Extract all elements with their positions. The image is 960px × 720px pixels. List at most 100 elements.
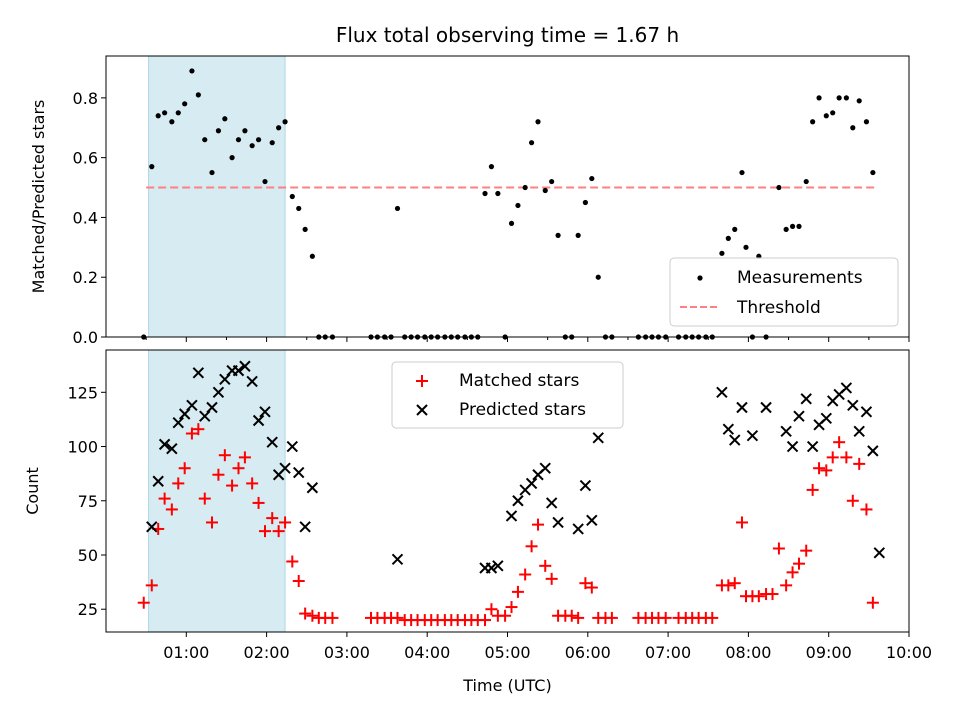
y-tick-label: 100 (67, 438, 98, 457)
measurement-point (162, 110, 168, 116)
predicted-star-point (505, 510, 518, 522)
measurement-point (209, 169, 215, 176)
measurement-point (222, 116, 228, 122)
predicted-star-point (293, 466, 305, 479)
matched-star-point (792, 557, 805, 570)
legend-label-matched: Matched stars (459, 371, 579, 391)
measurement-point (235, 137, 242, 143)
measurement-point (856, 98, 862, 104)
predicted-star-point (279, 462, 291, 474)
matched-star-point (137, 596, 150, 609)
legend-label-predicted: Predicted stars (459, 400, 586, 420)
measurement-point (725, 235, 731, 241)
matched-star-point (840, 451, 853, 464)
matched-star-point (728, 577, 741, 590)
matched-star-point (585, 581, 598, 594)
matched-star-point (178, 462, 191, 475)
matched-star-point (772, 542, 785, 555)
predicted-star-point (212, 386, 225, 399)
measurement-point (732, 226, 738, 232)
matched-star-point (205, 516, 218, 529)
matched-star-point (846, 494, 859, 507)
matched-star-point (659, 611, 672, 624)
legend-label-threshold: Threshold (736, 298, 821, 318)
x-tick-label: 02:00 (244, 643, 290, 662)
measurement-point (195, 92, 201, 98)
measurement-point (528, 140, 535, 146)
predicted-star-point (539, 462, 551, 474)
matched-star-point (258, 525, 271, 538)
measurement-point (796, 223, 802, 229)
matched-star-point (786, 566, 799, 579)
matched-star-point (539, 559, 552, 572)
matched-star-point (165, 503, 178, 516)
predicted-star-point (158, 438, 171, 451)
measurement-point (289, 193, 295, 200)
matched-star-point (800, 544, 813, 557)
x-tick-label: 06:00 (565, 643, 611, 662)
matched-star-point (246, 477, 259, 490)
measurement-point (836, 95, 842, 101)
count-x-ticks: 01:00 02:00 03:00 04:00 05:00 06:00 07:00 08:00… (163, 632, 932, 662)
matched-star-point (272, 525, 285, 538)
matched-star-point (722, 579, 735, 592)
measurement-point (189, 68, 195, 74)
predicted-star-point (867, 445, 879, 457)
chart-title: Flux total observing time = 1.67 h (336, 23, 679, 47)
matched-star-point (860, 503, 873, 516)
measurement-point (575, 232, 581, 238)
ratio-y-ticks: 0.0 0.2 0.4 0.6 0.8 (73, 89, 106, 347)
matched-star-point (212, 468, 225, 481)
predicted-star-point (266, 436, 278, 448)
predicted-star-point (199, 410, 211, 422)
measurement-point (776, 184, 782, 191)
y-tick-label: 25 (78, 600, 98, 619)
measurement-point (169, 119, 175, 125)
x-tick-label: 04:00 (404, 643, 450, 662)
matched-star-point (780, 579, 793, 592)
measurement-point (549, 178, 555, 185)
measurement-point (249, 143, 255, 149)
predicted-star-point (860, 406, 873, 418)
predicted-star-point (485, 562, 498, 574)
y-tick-label: 75 (78, 492, 98, 511)
measurement-point (309, 253, 315, 259)
matched-star-point (232, 462, 245, 475)
ratio-marks (141, 68, 876, 340)
predicted-star-point (178, 408, 191, 420)
predicted-star-point (572, 523, 584, 535)
predicted-star-point (586, 514, 598, 526)
predicted-star-point (786, 440, 799, 453)
measurement-point (296, 205, 302, 212)
measurement-point (719, 250, 725, 256)
count-marks (137, 360, 885, 627)
matched-star-point (752, 590, 765, 603)
measurement-point (582, 199, 588, 206)
x-tick-label: 03:00 (324, 643, 370, 662)
measurement-point (508, 220, 515, 227)
count-y-axis-label: Count (23, 467, 42, 515)
matched-star-point (286, 555, 299, 568)
x-tick-label: 05:00 (484, 643, 530, 662)
predicted-star-point (793, 410, 805, 422)
predicted-star-point (286, 440, 299, 453)
predicted-star-point (806, 440, 819, 453)
matched-star-point (833, 436, 846, 449)
predicted-star-point (800, 393, 812, 405)
measurement-point (535, 119, 541, 125)
predicted-star-point (847, 399, 859, 412)
y-tick-label: 0.8 (73, 89, 98, 108)
predicted-star-point (525, 477, 538, 490)
count-panel: 25 50 75 100 125 01:00 02:00 03:00 04:00 05:00 06… (23, 349, 932, 695)
predicted-star-point (545, 497, 558, 509)
predicted-star-point (729, 434, 741, 446)
measurement-point (803, 178, 809, 185)
matched-star-point (706, 611, 719, 624)
count-legend-box (391, 361, 624, 429)
ratio-x-ticks (145, 337, 910, 342)
ratio-legend: Measurements Threshold (669, 257, 899, 327)
count-y-ticks: 25 50 75 100 125 (67, 383, 106, 619)
predicted-star-point (760, 401, 772, 414)
predicted-star-point (736, 401, 748, 414)
